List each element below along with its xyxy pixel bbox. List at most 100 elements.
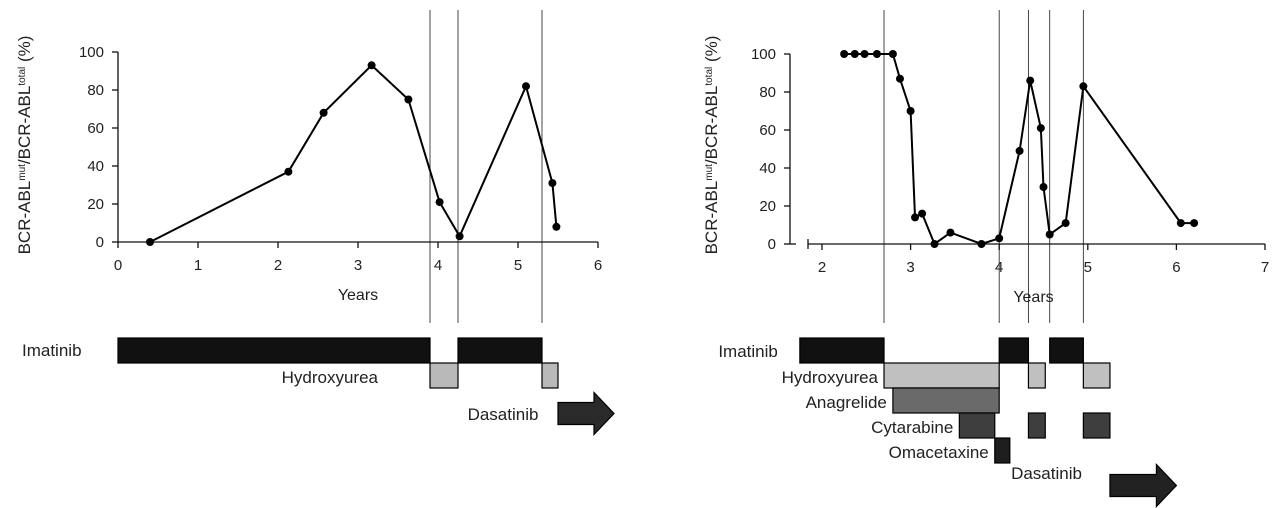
y-tick-label: 20: [87, 196, 104, 213]
treatment-label-omacetaxine: Omacetaxine: [889, 443, 989, 462]
data-point-8: [548, 179, 557, 188]
y-axis-label-base1: BCR-ABL: [702, 181, 721, 255]
data-point-5: [895, 74, 904, 83]
y-tick-label: 40: [759, 160, 776, 177]
treatment-bar-hydroxyurea-0: [883, 362, 1000, 389]
y-axis-label-sup2: total: [17, 67, 28, 86]
treatment-bar-hydroxyurea-1: [1027, 362, 1046, 389]
x-axis-label: Years: [338, 287, 378, 304]
data-point-4: [404, 95, 413, 104]
treatment-label-dasatinib: Dasatinib: [468, 405, 539, 424]
y-tick-label: 80: [87, 82, 104, 99]
y-tick-label: 20: [759, 198, 776, 215]
treatment-arrow-dasatinib: [557, 391, 615, 436]
left-panel: 0 20 40 60 80 100 0 1 2 3 4 5 6 Years BCR-ABLmut/BCR-A…: [15, 10, 615, 436]
data-point-2: [319, 108, 328, 117]
y-tick-label: 60: [87, 120, 104, 137]
treatment-bar-hydroxyurea-1: [541, 362, 559, 389]
treatment-bar-hydroxyurea-2: [1082, 362, 1111, 389]
y-tick-label: 100: [751, 46, 776, 63]
y-tick-label: 80: [759, 84, 776, 101]
data-point-8: [918, 209, 927, 218]
data-point-0: [146, 238, 154, 246]
data-point-14: [1026, 76, 1035, 85]
x-tick-label: 0: [114, 257, 122, 274]
data-point-7: [522, 82, 530, 91]
treatment-bar-cytarabine-2: [1082, 412, 1111, 439]
data-point-11: [977, 240, 986, 248]
x-tick-label: 6: [594, 257, 602, 274]
data-point-1: [850, 50, 859, 58]
treatment-arrow-dasatinib: [1109, 463, 1178, 508]
y-axis-label-sup2: total: [704, 67, 715, 86]
data-point-2: [860, 50, 869, 58]
treatment-label-imatinib: Imatinib: [22, 341, 82, 360]
treatment-bar-cytarabine-1: [1027, 412, 1046, 439]
y-tick-label: 100: [79, 44, 104, 61]
y-axis-label-unit: (%): [702, 36, 721, 67]
data-point-5: [435, 198, 444, 207]
y-tick-label: 0: [768, 236, 776, 253]
y-axis-label: BCR-ABLmut/BCR-ABLtotal (%): [702, 36, 721, 255]
treatment-label-imatinib: Imatinib: [718, 342, 778, 361]
y-axis-label: BCR-ABLmut/BCR-ABLtotal (%): [15, 36, 34, 255]
data-point-9: [552, 222, 561, 231]
data-point-10: [946, 228, 955, 237]
series-line: [844, 53, 1195, 246]
y-axis-label-sep: /BCR-ABL: [702, 86, 721, 164]
treatment-bar-omacetaxine-0: [994, 437, 1011, 464]
data-point-6: [906, 107, 915, 115]
data-point-1: [284, 167, 293, 176]
data-point-9: [930, 240, 939, 248]
x-tick-label: 5: [1084, 259, 1092, 276]
y-axis-label-sup1: mut: [17, 164, 28, 181]
x-tick-label: 7: [1261, 259, 1269, 276]
data-point-19: [1079, 82, 1088, 91]
data-point-3: [872, 50, 881, 58]
treatment-bar-hydroxyurea-0: [429, 362, 459, 389]
treatment-bar-imatinib-2: [1049, 337, 1084, 364]
series-line: [149, 63, 558, 243]
x-tick-label: 2: [818, 259, 826, 276]
data-point-16: [1039, 183, 1048, 191]
data-point-12: [995, 234, 1004, 243]
treatment-bar-imatinib-0: [117, 337, 431, 364]
x-tick-label: 6: [1172, 259, 1180, 276]
treatment-label-dasatinib: Dasatinib: [1011, 464, 1082, 483]
y-axis-label-sup1: mut: [704, 164, 715, 181]
x-tick-label: 2: [274, 257, 282, 274]
data-point-17: [1045, 230, 1054, 239]
treatment-bar-cytarabine-0: [958, 412, 996, 439]
x-tick-label: 1: [194, 257, 202, 274]
data-point-21: [1190, 219, 1199, 228]
y-axis-label-sep: /BCR-ABL: [15, 86, 34, 164]
right-panel: 0 20 40 60 80 100 2 3 4 5 6 7 Years BCR-ABLmut/BCR-AB…: [702, 10, 1269, 508]
treatment-bar-anagrelide-0: [892, 387, 1000, 414]
treatment-label-hydroxyurea: Hydroxyurea: [282, 368, 379, 387]
data-point-20: [1176, 219, 1185, 228]
data-point-18: [1061, 219, 1070, 228]
treatment-bar-imatinib-1: [998, 337, 1030, 364]
y-tick-label: 0: [96, 234, 104, 251]
y-axis-label-unit: (%): [15, 36, 34, 67]
data-point-7: [911, 213, 920, 222]
x-tick-label: 4: [434, 257, 442, 274]
data-point-0: [840, 50, 849, 58]
treatment-label-anagrelide: Anagrelide: [806, 393, 887, 412]
y-tick-label: 60: [759, 122, 776, 139]
treatment-bar-imatinib-0: [799, 337, 885, 364]
x-tick-label: 5: [514, 257, 522, 274]
treatment-label-hydroxyurea: Hydroxyurea: [782, 368, 879, 387]
x-tick-label: 4: [995, 259, 1003, 276]
y-tick-label: 40: [87, 158, 104, 175]
data-point-3: [367, 61, 376, 70]
data-point-6: [455, 232, 464, 241]
treatment-bar-imatinib-1: [457, 337, 543, 364]
y-axis-label-base1: BCR-ABL: [15, 181, 34, 255]
data-point-13: [1015, 146, 1024, 155]
x-axis-label: Years: [1013, 289, 1053, 306]
data-point-15: [1036, 124, 1045, 133]
x-tick-label: 3: [354, 257, 362, 274]
treatment-label-cytarabine: Cytarabine: [871, 418, 953, 437]
